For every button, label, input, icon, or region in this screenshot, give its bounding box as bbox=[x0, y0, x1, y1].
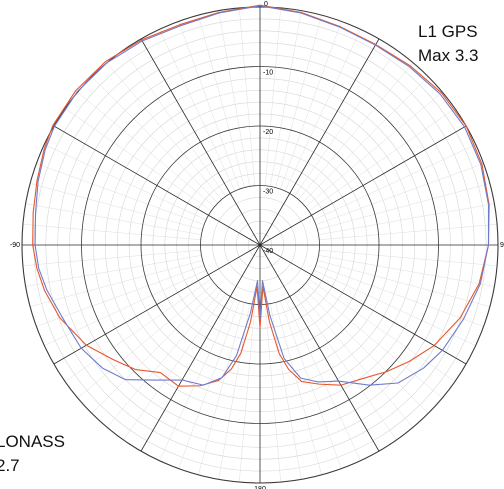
angle-tick-label: 90 bbox=[500, 242, 504, 249]
minor-grid-spoke bbox=[106, 62, 222, 200]
annotation-glonass-line-2: 2.7 bbox=[0, 456, 20, 475]
minor-grid-spoke bbox=[25, 203, 202, 235]
minor-grid-spoke bbox=[318, 203, 495, 235]
minor-grid-spoke bbox=[305, 283, 443, 399]
minor-grid-spoke bbox=[77, 283, 215, 399]
minor-grid-spoke bbox=[293, 49, 397, 197]
minor-grid-spoke bbox=[36, 265, 205, 327]
minor-grid-spoke bbox=[317, 183, 490, 230]
minor-grid-spoke bbox=[264, 304, 281, 483]
minor-grid-spoke bbox=[317, 260, 490, 307]
minor-grid-spoke bbox=[198, 15, 245, 188]
series-line-2 bbox=[34, 5, 490, 386]
major-grid-spoke bbox=[53, 125, 261, 246]
major-grid-spoke bbox=[259, 244, 467, 365]
minor-grid-spoke bbox=[280, 21, 342, 190]
minor-grid-spoke bbox=[239, 304, 256, 483]
minor-grid-spoke bbox=[178, 21, 240, 190]
minor-grid-spoke bbox=[264, 7, 281, 186]
radial-tick-label: -30 bbox=[263, 189, 273, 196]
minor-grid-spoke bbox=[280, 300, 342, 469]
minor-grid-spoke bbox=[319, 224, 498, 241]
minor-grid-spoke bbox=[123, 293, 227, 441]
annotation-glonass: LONASS 2.7 bbox=[0, 430, 65, 478]
minor-grid-spoke bbox=[305, 91, 443, 207]
tick-labels: -10 -20 -30 -40 0 90 180 -90 bbox=[10, 1, 504, 489]
minor-grid-spoke bbox=[178, 300, 240, 469]
minor-grid-spoke bbox=[64, 278, 212, 382]
minor-grid-spoke bbox=[36, 163, 205, 225]
minor-grid-spoke bbox=[308, 278, 456, 382]
major-grid-spoke bbox=[53, 244, 261, 365]
minor-grid-spoke bbox=[298, 290, 414, 428]
angle-tick-label: -90 bbox=[10, 242, 20, 249]
minor-grid-spoke bbox=[301, 286, 429, 414]
angle-tick-label: 0 bbox=[264, 1, 268, 8]
minor-grid-spoke bbox=[284, 29, 361, 192]
minor-grid-spoke bbox=[30, 183, 203, 230]
major-grid-spoke bbox=[259, 244, 380, 452]
annotation-gps-line-1: L1 GPS bbox=[418, 22, 478, 41]
minor-grid-spoke bbox=[159, 298, 236, 461]
minor-grid-spoke bbox=[91, 76, 219, 204]
minor-grid-spoke bbox=[319, 249, 498, 266]
minor-grid-spoke bbox=[239, 7, 256, 186]
minor-grid-spoke bbox=[284, 298, 361, 461]
minor-grid-spoke bbox=[313, 144, 476, 221]
minor-grid-spoke bbox=[91, 286, 219, 414]
minor-grid-spoke bbox=[25, 255, 202, 287]
radial-tick-label: -20 bbox=[263, 129, 273, 136]
minor-grid-spoke bbox=[275, 302, 322, 475]
minor-grid-spoke bbox=[22, 249, 201, 266]
major-grid-spoke bbox=[140, 244, 261, 452]
minor-grid-spoke bbox=[106, 290, 222, 428]
minor-grid-spoke bbox=[313, 269, 476, 346]
radial-tick-label: -10 bbox=[263, 70, 273, 77]
major-grid-spoke bbox=[259, 125, 467, 246]
radial-tick-label: -40 bbox=[263, 248, 273, 255]
minor-grid-spoke bbox=[315, 265, 484, 327]
minor-grid-spoke bbox=[315, 163, 484, 225]
annotation-gps: L1 GPS Max 3.3 bbox=[418, 20, 478, 68]
minor-grid-spoke bbox=[218, 10, 250, 187]
minor-grid-spoke bbox=[64, 108, 212, 212]
minor-grid-spoke bbox=[270, 10, 302, 187]
minor-grid-spoke bbox=[293, 293, 397, 441]
minor-grid-spoke bbox=[22, 224, 201, 241]
minor-grid-spoke bbox=[159, 29, 236, 192]
minor-grid-spoke bbox=[318, 255, 495, 287]
minor-grid-spoke bbox=[275, 15, 322, 188]
minor-grid-spoke bbox=[298, 62, 414, 200]
series-layer bbox=[32, 4, 490, 387]
annotation-glonass-line-1: LONASS bbox=[0, 432, 65, 451]
minor-grid-spoke bbox=[308, 108, 456, 212]
major-grid-spoke bbox=[140, 38, 261, 246]
minor-grid-spoke bbox=[30, 260, 203, 307]
minor-grid-spoke bbox=[123, 49, 227, 197]
angle-tick-label: 180 bbox=[254, 486, 266, 489]
minor-grid-spoke bbox=[198, 302, 245, 475]
minor-grid-spoke bbox=[218, 303, 250, 480]
minor-grid-spoke bbox=[44, 144, 207, 221]
major-grid bbox=[21, 6, 499, 484]
series-line-1 bbox=[32, 4, 490, 387]
annotation-gps-line-2: Max 3.3 bbox=[418, 46, 479, 65]
minor-grid-spoke bbox=[301, 76, 429, 204]
major-grid-spoke bbox=[259, 38, 380, 246]
minor-grid-spoke bbox=[77, 91, 215, 207]
